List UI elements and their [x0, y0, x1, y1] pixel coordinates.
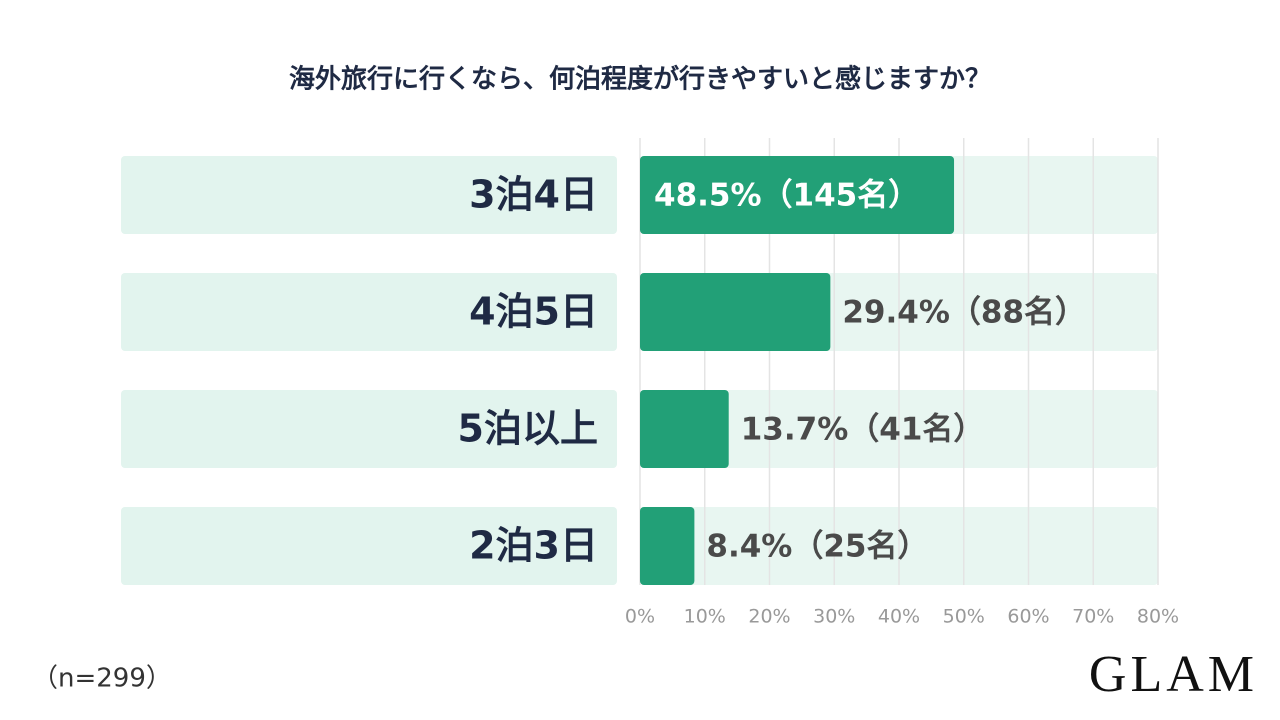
label-background	[121, 507, 617, 585]
value-label: 13.7%（41名）	[741, 412, 985, 448]
x-tick-label: 40%	[878, 606, 920, 628]
y-tick-label: 4泊5日	[469, 290, 598, 334]
y-tick-label: 2泊3日	[469, 524, 598, 568]
y-tick-label: 3泊4日	[469, 173, 598, 217]
value-label: 29.4%（88名）	[842, 295, 1086, 331]
x-tick-label: 50%	[943, 606, 985, 628]
x-tick-label: 10%	[684, 606, 726, 628]
value-label: 48.5%（145名）	[654, 178, 919, 214]
y-tick-label: 5泊以上	[458, 407, 598, 451]
x-tick-label: 20%	[748, 606, 790, 628]
brand: GLAM	[1089, 646, 1258, 703]
bar	[640, 390, 729, 468]
bar	[640, 273, 831, 351]
x-tick-label: 0%	[625, 606, 655, 628]
x-tick-label: 30%	[813, 606, 855, 628]
note: （n=299）	[32, 664, 172, 694]
bar	[640, 507, 695, 585]
x-tick-label: 60%	[1007, 606, 1049, 628]
chart-title: 海外旅行に行くなら、何泊程度が行きやすいと感じますか？	[289, 64, 991, 95]
x-tick-label: 80%	[1137, 606, 1179, 628]
label-background	[121, 273, 617, 351]
value-label: 8.4%（25名）	[706, 529, 928, 565]
bar	[640, 156, 955, 234]
label-background	[121, 156, 617, 234]
x-tick-label: 70%	[1072, 606, 1114, 628]
label-background	[121, 390, 617, 468]
